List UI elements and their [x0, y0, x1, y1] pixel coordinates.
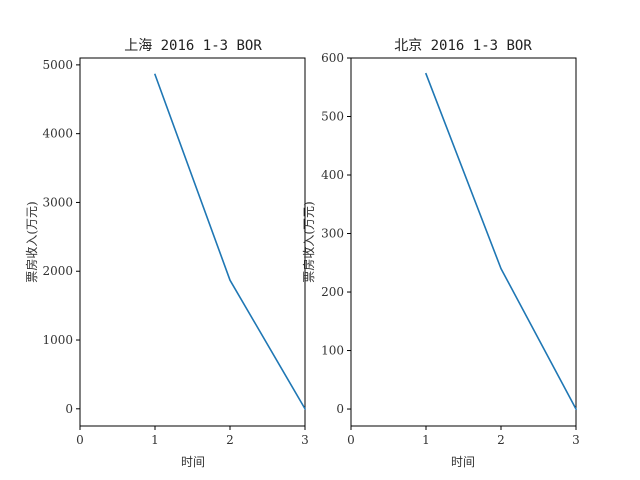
x-tick-label: 3 — [301, 433, 309, 447]
y-tick-label: 600 — [321, 51, 344, 65]
y-tick-label: 5000 — [42, 58, 73, 72]
x-tick-label: 1 — [151, 433, 159, 447]
series-line — [424, 72, 578, 411]
y-tick-label: 3000 — [42, 195, 73, 209]
chart-title: 上海 2016 1-3 BOR — [124, 38, 262, 54]
x-tick-label: 1 — [422, 433, 430, 447]
x-tick-label: 2 — [226, 433, 234, 447]
x-tick-label: 0 — [76, 433, 84, 447]
axes-frame — [79, 57, 306, 427]
y-axis-label: 票房收入(万元) — [301, 201, 316, 282]
x-tick-label: 3 — [572, 433, 580, 447]
y-tick-label: 500 — [321, 110, 344, 124]
x-axis-label: 时间 — [181, 455, 205, 469]
x-tick-label: 2 — [497, 433, 505, 447]
y-tick-label: 0 — [65, 402, 73, 416]
y-tick-label: 4000 — [42, 127, 73, 141]
y-tick-label: 0 — [336, 402, 344, 416]
y-tick-label: 200 — [321, 285, 344, 299]
chart-title: 北京 2016 1-3 BOR — [394, 38, 532, 54]
series-line — [153, 73, 307, 410]
x-axis-label: 时间 — [451, 455, 475, 469]
y-tick-label: 1000 — [42, 333, 73, 347]
axes-frame — [350, 57, 577, 427]
x-tick-label: 0 — [347, 433, 355, 447]
y-axis-label: 票房收入(万元) — [24, 201, 39, 282]
y-tick-label: 300 — [321, 227, 344, 241]
beijing-chart: 北京 2016 1-3 BOR 0 1 2 30100200300400500600 … — [301, 38, 580, 469]
plot-area: 0 1 2 3 0 1000 2000 3000 4000 5000 — [42, 57, 309, 447]
y-tick-label: 400 — [321, 168, 344, 182]
y-tick-label: 100 — [321, 344, 344, 358]
y-tick-label: 2000 — [42, 264, 73, 278]
plot-area: 0 1 2 3 0 100 200 300 400 500 600 — [321, 51, 580, 447]
shanghai-chart: 上海 2016 1-3 BOR 0 1 2 3 0 1000 2000 3000 4000 500… — [24, 38, 309, 469]
